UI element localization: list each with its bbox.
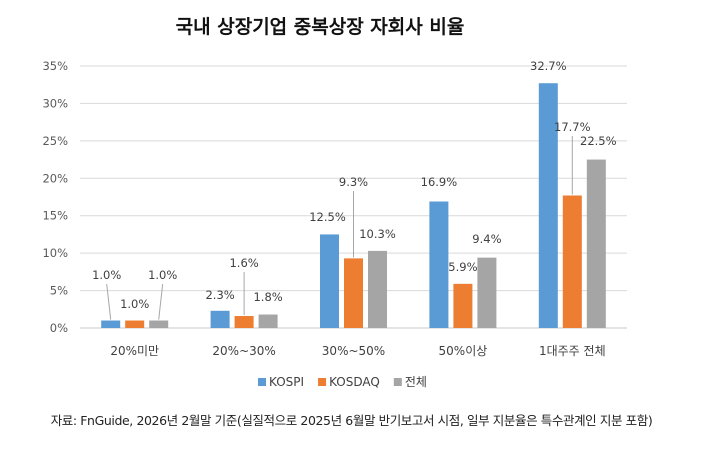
y-tick-label: 15% [42,209,68,223]
chart-title: 국내 상장기업 중복상장 자회사 비율 [175,16,465,38]
x-tick-label: 30%~50% [322,344,385,358]
legend-label: 전체 [405,375,427,389]
bar-kosdaq [344,258,363,328]
y-tick-label: 5% [50,284,68,298]
x-tick-label: 1대주주 전체 [539,344,606,358]
data-label: 1.8% [253,290,282,304]
bar-전체 [477,257,497,328]
y-tick-label: 35% [42,59,68,73]
data-label: 1.0% [92,268,121,282]
x-tick-label: 20%~30% [212,344,275,358]
data-label: 1.6% [229,256,258,270]
data-label: 1.0% [148,268,177,282]
data-label: 17.7% [554,120,591,134]
source-note: 자료: FnGuide, 2026년 2월말 기준(실질적으로 2025년 6월… [50,413,653,428]
bar-전체 [368,250,387,328]
legend-label: KOSPI [269,375,304,389]
y-tick-label: 20% [42,171,68,185]
data-label: 5.9% [448,260,477,274]
bar-전체 [149,320,169,328]
data-label: 32.7% [530,59,567,73]
data-label: 2.3% [205,288,234,302]
leader-line [106,283,112,320]
bar-kospi [320,234,339,328]
data-label: 22.5% [580,134,617,148]
bar-전체 [258,314,278,328]
data-label: 10.3% [359,227,396,241]
y-tick-label: 0% [50,321,68,335]
legend-swatch-1 [318,378,327,386]
bar-kosdaq [562,195,582,328]
legend-label: KOSDAQ [329,375,380,389]
bar-kosdaq [453,283,473,328]
legend-swatch-0 [258,378,266,386]
legend-swatch-2 [393,378,402,386]
data-label: 9.3% [339,175,368,189]
y-tick-label: 25% [42,134,68,148]
y-tick-label: 30% [42,96,68,110]
data-label: 12.5% [309,210,346,224]
leader-line [158,283,164,320]
bar-kospi [210,310,230,328]
bar-kospi [538,83,558,329]
y-tick-label: 10% [42,246,68,260]
x-tick-label: 20%미만 [110,344,159,358]
data-label: 1.0% [120,297,149,311]
data-label: 16.9% [421,175,458,189]
bar-전체 [586,159,606,328]
bar-kospi [429,201,449,328]
data-label: 9.4% [472,232,501,246]
bar-kosdaq [234,316,254,328]
bar-kosdaq [125,320,145,328]
x-tick-label: 50%이상 [439,344,488,358]
bar-kospi [101,320,121,328]
